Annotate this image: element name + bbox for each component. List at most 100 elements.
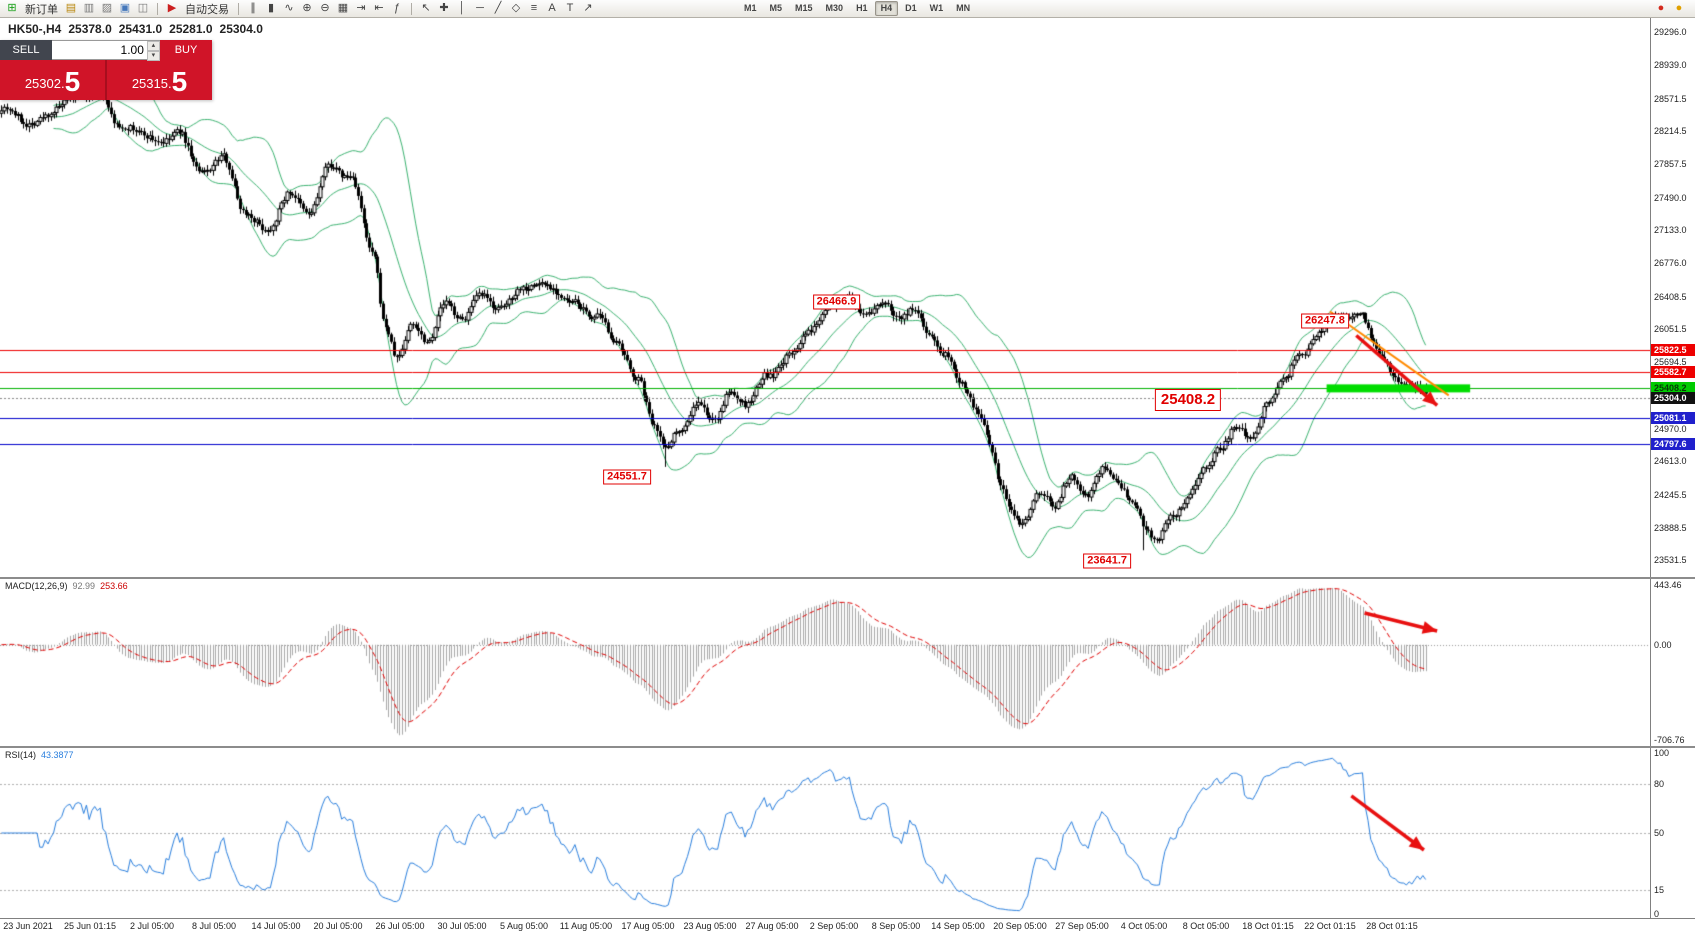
buy-price-main: 25315. <box>131 76 172 91</box>
sell-price[interactable]: 25302. 5 <box>0 60 105 100</box>
grid-icon[interactable]: ▦ <box>337 1 349 14</box>
time-axis-label: 18 Oct 01:15 <box>1242 921 1294 931</box>
rsi-axis-label: 80 <box>1654 779 1665 790</box>
volume-up-button[interactable]: ▴ <box>146 41 160 51</box>
timeframe-h1[interactable]: H1 <box>856 3 868 13</box>
price-divider <box>105 60 107 100</box>
cursor-icon[interactable]: ↖ <box>421 1 431 14</box>
toolbar-right-icons: ● ● <box>1653 1 1691 17</box>
price-tag: 25408.2 <box>1651 382 1695 395</box>
mql5-community-icon[interactable]: ● <box>1657 1 1665 14</box>
time-axis[interactable]: 23 Jun 2021 25 Jun 01:15 2 Jul 05:00 8 Jul … <box>0 918 1695 935</box>
price-axis-label: 26776.0 <box>1654 258 1687 269</box>
price-axis-label: 27857.5 <box>1654 158 1687 169</box>
crosshair-icon[interactable]: ✚ <box>439 1 449 14</box>
volume-down-button[interactable]: ▾ <box>146 51 160 61</box>
zoom-out-icon[interactable]: ⊖ <box>320 1 330 14</box>
buy-price-fraction: 5 <box>171 66 188 97</box>
rsi-panel: RSI(14) 43.3877 100 80 50 15 0 <box>0 748 1695 919</box>
auto-scroll-icon[interactable]: ⇥ <box>356 1 366 14</box>
tile-windows-icon[interactable]: ▥ <box>83 1 95 14</box>
bar-chart-icon[interactable]: ∥ <box>250 1 256 14</box>
timeframe-m30[interactable]: M30 <box>825 3 844 13</box>
line-chart-icon[interactable]: ∿ <box>284 1 294 14</box>
sell-price-fraction: 5 <box>64 66 81 97</box>
charts-grid-icon[interactable]: ▤ <box>65 1 77 14</box>
zoom-in-icon[interactable]: ⊕ <box>302 1 312 14</box>
time-axis-label: 27 Sep 05:00 <box>1055 921 1109 931</box>
price-axis-label: 23888.5 <box>1654 522 1687 533</box>
price-callout[interactable]: 26466.9 <box>812 294 861 310</box>
time-axis-label: 11 Aug 05:00 <box>559 921 613 931</box>
high-value: 25431.0 <box>118 22 163 36</box>
timeframe-m15[interactable]: M15 <box>795 3 813 13</box>
text-icon[interactable]: A <box>548 1 556 14</box>
candlestick-chart-icon[interactable]: ▮ <box>267 1 275 14</box>
price-axis-label: 23531.5 <box>1654 555 1687 566</box>
horizontal-line-icon[interactable]: ─ <box>476 1 484 14</box>
time-axis-label: 17 Aug 05:00 <box>621 921 675 931</box>
price-callout[interactable]: 25408.2 <box>1154 388 1222 411</box>
macd-axis-label: 443.46 <box>1654 580 1682 590</box>
volume-field: ▴ ▾ <box>52 40 160 61</box>
buy-button[interactable]: BUY <box>160 40 212 60</box>
news-icon[interactable]: ● <box>1675 1 1683 14</box>
arrow-tool-icon[interactable]: ↗ <box>583 1 593 14</box>
panel-splitter[interactable] <box>0 746 1695 748</box>
timeframe-h4[interactable]: H4 <box>874 1 899 16</box>
auto-trading-icon[interactable]: ▶ <box>167 1 177 14</box>
rsi-axis-label: 0 <box>1654 909 1660 919</box>
indicators-icon[interactable]: ƒ <box>393 1 401 14</box>
sell-price-main: 25302. <box>24 76 65 91</box>
timeframe-m1[interactable]: M1 <box>744 3 757 13</box>
time-axis-label: 25 Jun 01:15 <box>63 921 117 931</box>
auto-trading-label[interactable]: 自动交易 <box>185 3 229 16</box>
toolbar-separator <box>411 2 412 15</box>
chart-shift-icon[interactable]: ⇤ <box>374 1 384 14</box>
open-value: 25378.0 <box>68 22 112 36</box>
macd-axis-label: -706.76 <box>1654 735 1685 745</box>
macd-canvas[interactable] <box>0 579 1650 746</box>
text-label-icon[interactable]: T <box>566 1 574 14</box>
new-order-label[interactable]: 新订单 <box>25 3 58 16</box>
buy-price[interactable]: 25315. 5 <box>107 60 212 100</box>
trendline-icon[interactable]: ╱ <box>494 1 502 14</box>
price-callout[interactable]: 23641.7 <box>1083 553 1132 569</box>
vertical-line-icon[interactable]: │ <box>458 1 466 14</box>
price-axis[interactable]: 29296.0 28939.0 28571.5 28214.5 27857.5 27490… <box>1650 18 1695 577</box>
macd-axis[interactable]: 443.46 0.00 -706.76 <box>1650 579 1695 746</box>
new-order-icon[interactable]: ⊞ <box>7 1 17 14</box>
data-window-icon[interactable]: ▣ <box>119 1 131 14</box>
time-axis-label: 14 Sep 05:00 <box>931 921 985 931</box>
price-callout[interactable]: 24551.7 <box>603 469 651 485</box>
time-axis-label: 4 Oct 05:00 <box>1120 921 1168 931</box>
timeframe-m5[interactable]: M5 <box>769 3 783 13</box>
symbol-period: HK50-,H4 <box>8 22 62 36</box>
price-axis-label: 24245.5 <box>1654 489 1687 500</box>
price-axis-label: 24970.0 <box>1654 423 1687 434</box>
strategy-tester-icon[interactable]: ◫ <box>137 1 149 14</box>
time-axis-label: 23 Jun 2021 <box>3 921 53 931</box>
cascade-windows-icon[interactable]: ▨ <box>101 1 113 14</box>
price-tag: 25822.5 <box>1651 344 1695 357</box>
price-callout[interactable]: 26247.8 <box>1301 313 1349 329</box>
channel-icon[interactable]: ◇ <box>511 1 521 14</box>
panel-splitter[interactable] <box>0 577 1695 579</box>
rsi-axis[interactable]: 100 80 50 15 0 <box>1650 748 1695 919</box>
rsi-value: 43.3877 <box>41 750 74 760</box>
macd-axis-label: 0.00 <box>1654 639 1672 650</box>
time-axis-label: 8 Sep 05:00 <box>871 921 921 931</box>
time-axis-label: 28 Oct 01:15 <box>1366 921 1418 931</box>
timeframe-d1[interactable]: D1 <box>905 3 917 13</box>
price-axis-label: 26408.5 <box>1654 291 1687 302</box>
time-axis-label: 20 Sep 05:00 <box>993 921 1047 931</box>
sell-button[interactable]: SELL <box>0 40 52 60</box>
price-tag: 25081.1 <box>1651 412 1695 425</box>
timeframe-w1[interactable]: W1 <box>929 3 944 13</box>
rsi-canvas[interactable] <box>0 748 1650 918</box>
price-tag: 25582.7 <box>1651 366 1695 379</box>
volume-input[interactable] <box>52 41 147 59</box>
time-axis-label: 8 Jul 05:00 <box>191 921 237 931</box>
timeframe-mn[interactable]: MN <box>956 3 971 13</box>
fibonacci-icon[interactable]: ≡ <box>530 1 538 14</box>
